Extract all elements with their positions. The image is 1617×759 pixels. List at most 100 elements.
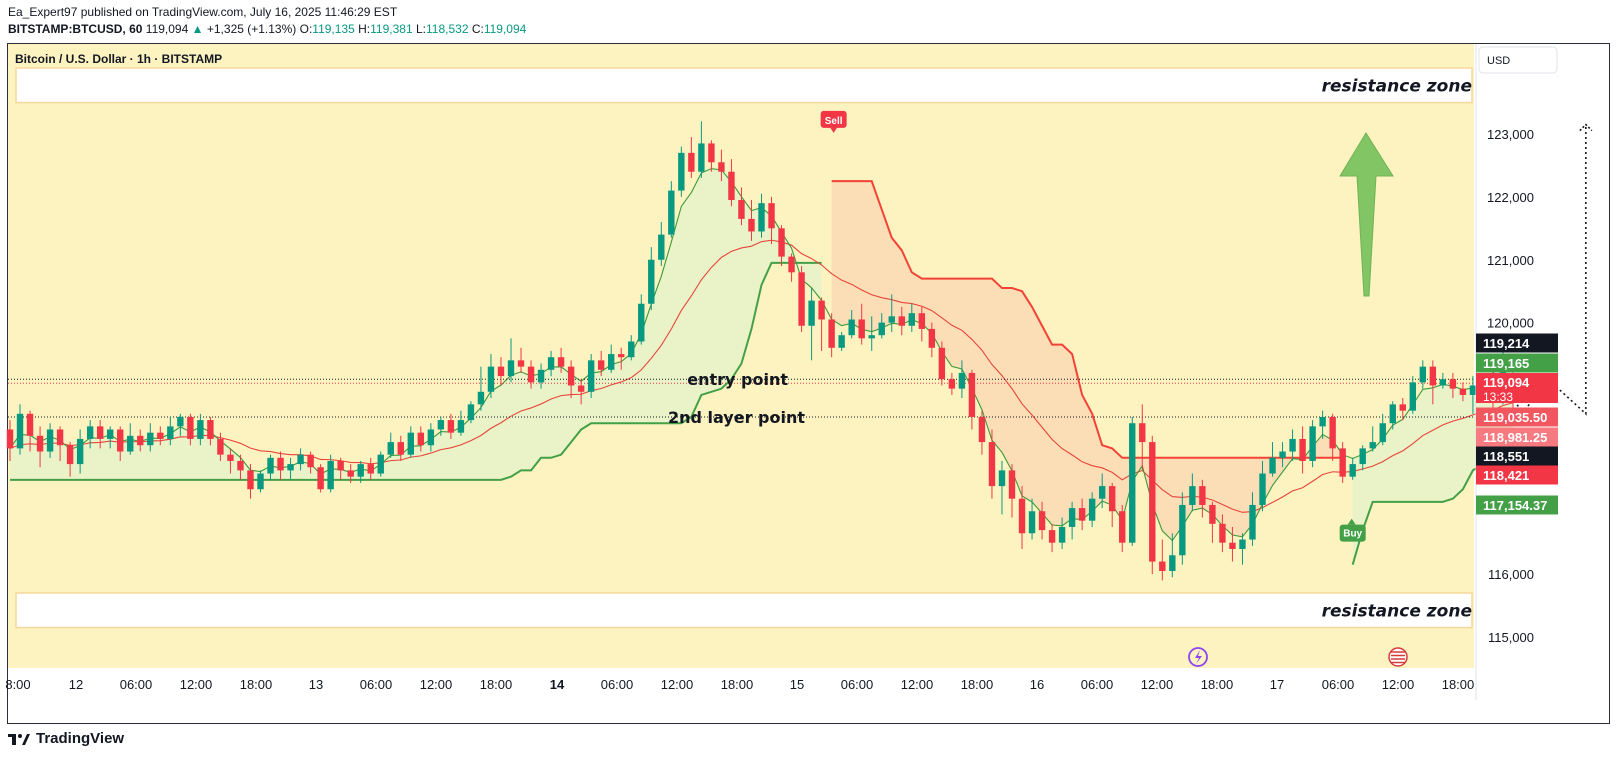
candle-body[interactable] [978, 416, 986, 443]
resistance-zone-box[interactable] [15, 67, 1473, 104]
candle-body[interactable] [397, 442, 404, 455]
price-label-box[interactable] [1476, 373, 1558, 403]
candle-body[interactable] [918, 313, 926, 329]
candle-body[interactable] [1459, 388, 1467, 395]
candle-body[interactable] [838, 335, 845, 348]
candle-body[interactable] [96, 426, 104, 439]
candle-body[interactable] [908, 313, 915, 326]
candle-body[interactable] [507, 360, 515, 377]
candle-body[interactable] [447, 420, 455, 433]
candle-body[interactable] [708, 143, 715, 163]
candle-body[interactable] [6, 429, 14, 449]
candle-body[interactable] [56, 429, 64, 446]
candle-body[interactable] [958, 372, 966, 389]
candle-body[interactable] [66, 445, 74, 465]
candle-body[interactable] [1419, 366, 1427, 383]
candle-body[interactable] [888, 316, 895, 323]
price-label-box[interactable] [1476, 446, 1558, 466]
candle-body[interactable] [1329, 416, 1336, 449]
candle-body[interactable] [437, 420, 445, 430]
event-lightning-icon[interactable] [1188, 647, 1208, 667]
candle-body[interactable] [237, 460, 244, 471]
candle-body[interactable] [1189, 486, 1196, 505]
candle-body[interactable] [608, 354, 615, 370]
candle-body[interactable] [808, 300, 815, 326]
candle-body[interactable] [147, 432, 154, 446]
candle-body[interactable] [798, 272, 805, 326]
candle-body[interactable] [577, 385, 585, 392]
candle-body[interactable] [1289, 438, 1296, 452]
candle-body[interactable] [768, 203, 775, 229]
candle-body[interactable] [287, 464, 294, 471]
candle-body[interactable] [1179, 504, 1186, 556]
candle-body[interactable] [227, 454, 234, 461]
candle-body[interactable] [858, 319, 865, 339]
candle-body[interactable] [107, 429, 114, 439]
candle-body[interactable] [587, 360, 595, 392]
candle-body[interactable] [1269, 457, 1276, 474]
candle-body[interactable] [1259, 473, 1266, 505]
candle-body[interactable] [86, 426, 94, 439]
price-label-box[interactable] [1476, 465, 1558, 485]
candle-body[interactable] [557, 357, 565, 367]
us-flag-event-icon[interactable] [1388, 647, 1408, 667]
candle-body[interactable] [678, 152, 685, 191]
candle-body[interactable] [76, 438, 84, 465]
candle-body[interactable] [1439, 379, 1447, 386]
candle-body[interactable] [1389, 404, 1396, 424]
candle-body[interactable] [968, 372, 976, 417]
candle-body[interactable] [1068, 508, 1076, 527]
candle-body[interactable] [487, 366, 495, 392]
candle-body[interactable] [177, 416, 184, 427]
resistance-zone-box[interactable] [15, 592, 1473, 629]
candle-body[interactable] [127, 435, 134, 452]
candle-body[interactable] [1028, 511, 1036, 534]
candle-body[interactable] [1359, 448, 1366, 465]
candle-body[interactable] [267, 457, 274, 474]
candle-body[interactable] [628, 341, 635, 358]
candle-body[interactable] [1309, 426, 1316, 461]
candle-body[interactable] [1048, 530, 1056, 543]
candle-body[interactable] [427, 429, 435, 446]
candle-body[interactable] [1078, 508, 1086, 521]
candle-body[interactable] [327, 460, 334, 490]
candle-body[interactable] [698, 143, 705, 172]
candle-body[interactable] [407, 432, 414, 455]
candle-body[interactable] [217, 438, 224, 455]
currency-button[interactable] [1478, 46, 1558, 74]
candle-body[interactable] [758, 203, 765, 232]
candle-body[interactable] [668, 190, 675, 235]
candle-body[interactable] [1088, 498, 1096, 521]
candle-body[interactable] [1129, 423, 1136, 543]
candle-body[interactable] [1399, 404, 1406, 411]
candle-body[interactable] [467, 404, 475, 421]
candle-body[interactable] [16, 413, 24, 449]
candle-body[interactable] [818, 300, 825, 320]
candle-body[interactable] [738, 200, 745, 219]
candle-body[interactable] [247, 470, 254, 490]
candle-body[interactable] [898, 316, 905, 326]
candle-body[interactable] [1119, 511, 1126, 543]
candle-body[interactable] [1379, 423, 1386, 443]
candle-body[interactable] [1339, 448, 1346, 477]
candle-body[interactable] [477, 391, 485, 405]
candle-body[interactable] [597, 360, 605, 370]
candle-body[interactable] [457, 420, 465, 433]
candle-body[interactable] [828, 319, 835, 348]
candle-body[interactable] [1169, 555, 1176, 571]
candle-body[interactable] [688, 152, 695, 172]
candle-body[interactable] [197, 420, 204, 439]
candle-body[interactable] [648, 259, 655, 304]
candle-body[interactable] [517, 360, 525, 367]
candle-body[interactable] [1249, 504, 1256, 540]
candle-body[interactable] [778, 228, 785, 257]
candle-body[interactable] [567, 366, 575, 386]
candle-body[interactable] [1199, 486, 1206, 505]
candle-body[interactable] [1109, 486, 1116, 512]
candle-body[interactable] [1008, 470, 1016, 499]
candle-body[interactable] [1219, 523, 1226, 543]
candle-body[interactable] [988, 442, 996, 487]
candle-body[interactable] [167, 426, 174, 439]
price-label-box[interactable] [1476, 427, 1558, 447]
candle-body[interactable] [357, 464, 364, 477]
